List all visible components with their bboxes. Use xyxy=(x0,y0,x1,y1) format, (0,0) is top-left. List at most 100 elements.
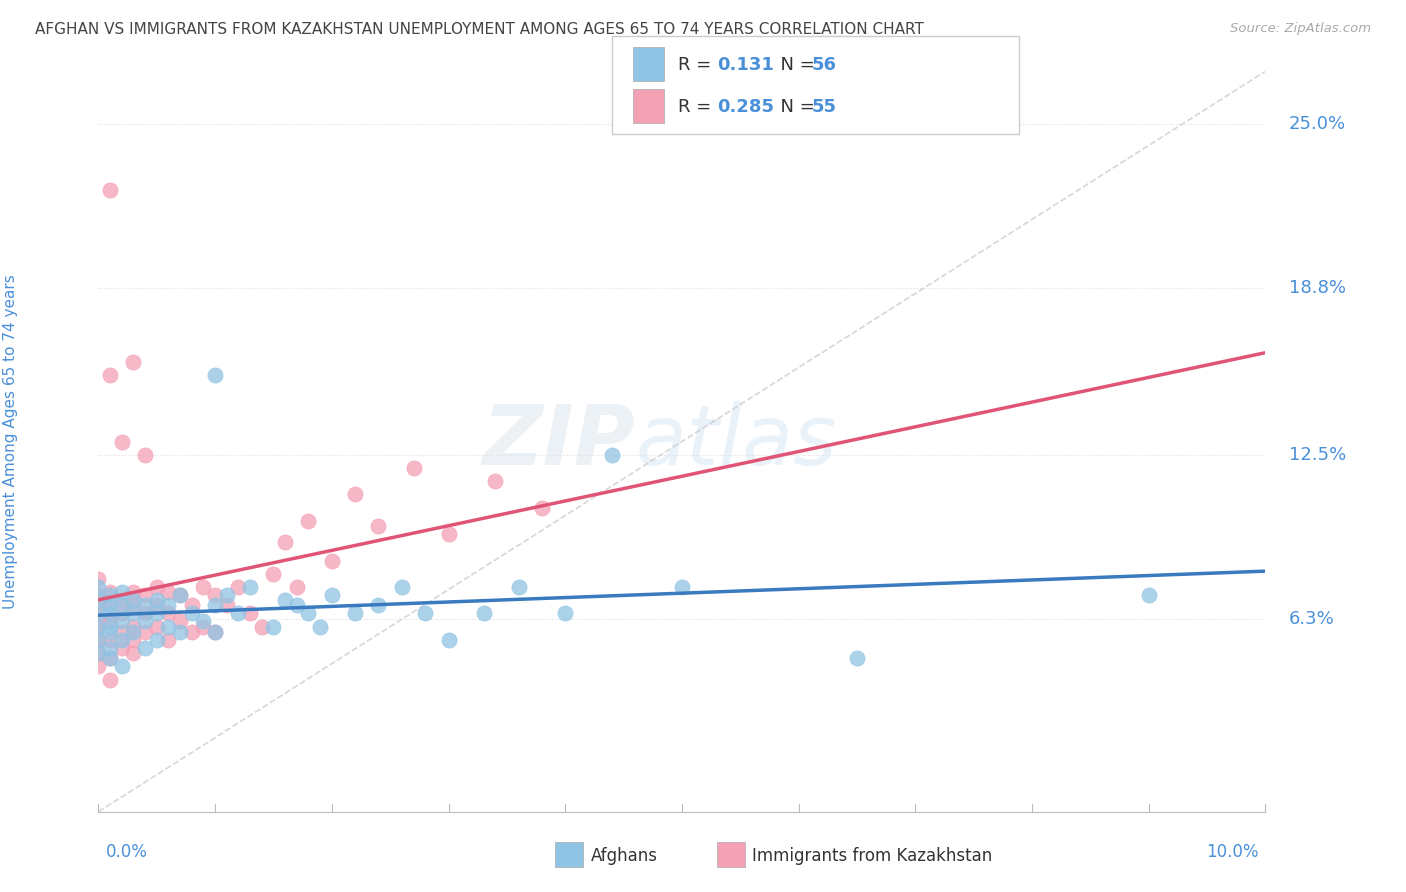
Text: Source: ZipAtlas.com: Source: ZipAtlas.com xyxy=(1230,22,1371,36)
Point xyxy=(134,607,156,621)
Point xyxy=(391,580,413,594)
Point xyxy=(111,599,134,613)
Point xyxy=(87,593,110,607)
Point xyxy=(215,599,238,613)
Point xyxy=(146,580,169,594)
Point xyxy=(180,607,202,621)
Text: 0.0%: 0.0% xyxy=(105,843,148,861)
Point xyxy=(87,632,110,647)
Point xyxy=(98,624,121,639)
Point xyxy=(204,368,226,383)
Point xyxy=(204,624,226,639)
Point xyxy=(98,607,121,621)
Point xyxy=(437,632,460,647)
Text: atlas: atlas xyxy=(636,401,837,482)
Point xyxy=(204,624,226,639)
Point xyxy=(134,640,156,655)
Point xyxy=(274,535,297,549)
Point xyxy=(204,588,226,602)
Point xyxy=(157,632,180,647)
Point xyxy=(122,646,145,660)
Point xyxy=(285,580,308,594)
Point xyxy=(87,632,110,647)
Point xyxy=(111,624,134,639)
Point xyxy=(146,593,169,607)
Point xyxy=(98,673,121,687)
Point xyxy=(87,572,110,586)
Point xyxy=(98,651,121,665)
Point xyxy=(134,448,156,462)
Point xyxy=(122,355,145,369)
Text: 0.131: 0.131 xyxy=(717,56,773,74)
Point xyxy=(157,607,180,621)
Point xyxy=(367,599,389,613)
Point xyxy=(98,588,121,602)
Point xyxy=(484,474,506,488)
Point xyxy=(262,566,284,581)
Point xyxy=(122,599,145,613)
Point xyxy=(98,640,121,655)
Point xyxy=(344,487,367,501)
Point xyxy=(98,368,121,383)
Point xyxy=(297,514,319,528)
Point xyxy=(98,620,121,634)
Point xyxy=(98,615,121,629)
Point xyxy=(98,651,121,665)
Point xyxy=(530,500,553,515)
Point xyxy=(215,588,238,602)
Point xyxy=(309,620,332,634)
Point xyxy=(157,585,180,599)
Point xyxy=(250,620,273,634)
Point xyxy=(239,580,262,594)
Point xyxy=(180,624,202,639)
Point xyxy=(111,632,134,647)
Point xyxy=(122,620,145,634)
Point xyxy=(87,646,110,660)
Point xyxy=(98,599,121,613)
Point xyxy=(169,588,191,602)
Point xyxy=(122,585,145,599)
Point xyxy=(344,607,367,621)
Point xyxy=(87,612,110,626)
Point xyxy=(111,640,134,655)
Point xyxy=(600,448,623,462)
Point xyxy=(297,607,319,621)
Point xyxy=(122,593,145,607)
Point xyxy=(111,434,134,449)
Point xyxy=(111,659,134,673)
Point xyxy=(146,599,169,613)
Point xyxy=(122,607,145,621)
Point xyxy=(228,580,250,594)
Point xyxy=(554,607,576,621)
Text: 55: 55 xyxy=(811,98,837,116)
Point xyxy=(169,588,191,602)
Point xyxy=(146,632,169,647)
Point xyxy=(321,553,343,567)
Point xyxy=(1137,588,1160,602)
Point xyxy=(157,599,180,613)
Point xyxy=(98,585,121,599)
Text: 0.285: 0.285 xyxy=(717,98,775,116)
Point xyxy=(413,607,436,621)
Point xyxy=(193,615,215,629)
Point xyxy=(146,620,169,634)
Point xyxy=(87,588,110,602)
Point xyxy=(262,620,284,634)
Point xyxy=(134,588,156,602)
Text: 25.0%: 25.0% xyxy=(1289,115,1346,133)
Point xyxy=(321,588,343,602)
Text: Immigrants from Kazakhstan: Immigrants from Kazakhstan xyxy=(752,847,993,865)
Text: 18.8%: 18.8% xyxy=(1289,279,1346,297)
Point xyxy=(169,624,191,639)
Text: AFGHAN VS IMMIGRANTS FROM KAZAKHSTAN UNEMPLOYMENT AMONG AGES 65 TO 74 YEARS CORR: AFGHAN VS IMMIGRANTS FROM KAZAKHSTAN UNE… xyxy=(35,22,924,37)
Text: 56: 56 xyxy=(811,56,837,74)
Text: Afghans: Afghans xyxy=(591,847,658,865)
Point xyxy=(180,599,202,613)
Point xyxy=(87,580,110,594)
Point xyxy=(134,624,156,639)
Text: 10.0%: 10.0% xyxy=(1206,843,1258,861)
Point xyxy=(169,615,191,629)
Text: R =: R = xyxy=(678,56,717,74)
Text: N =: N = xyxy=(769,98,821,116)
Point xyxy=(239,607,262,621)
